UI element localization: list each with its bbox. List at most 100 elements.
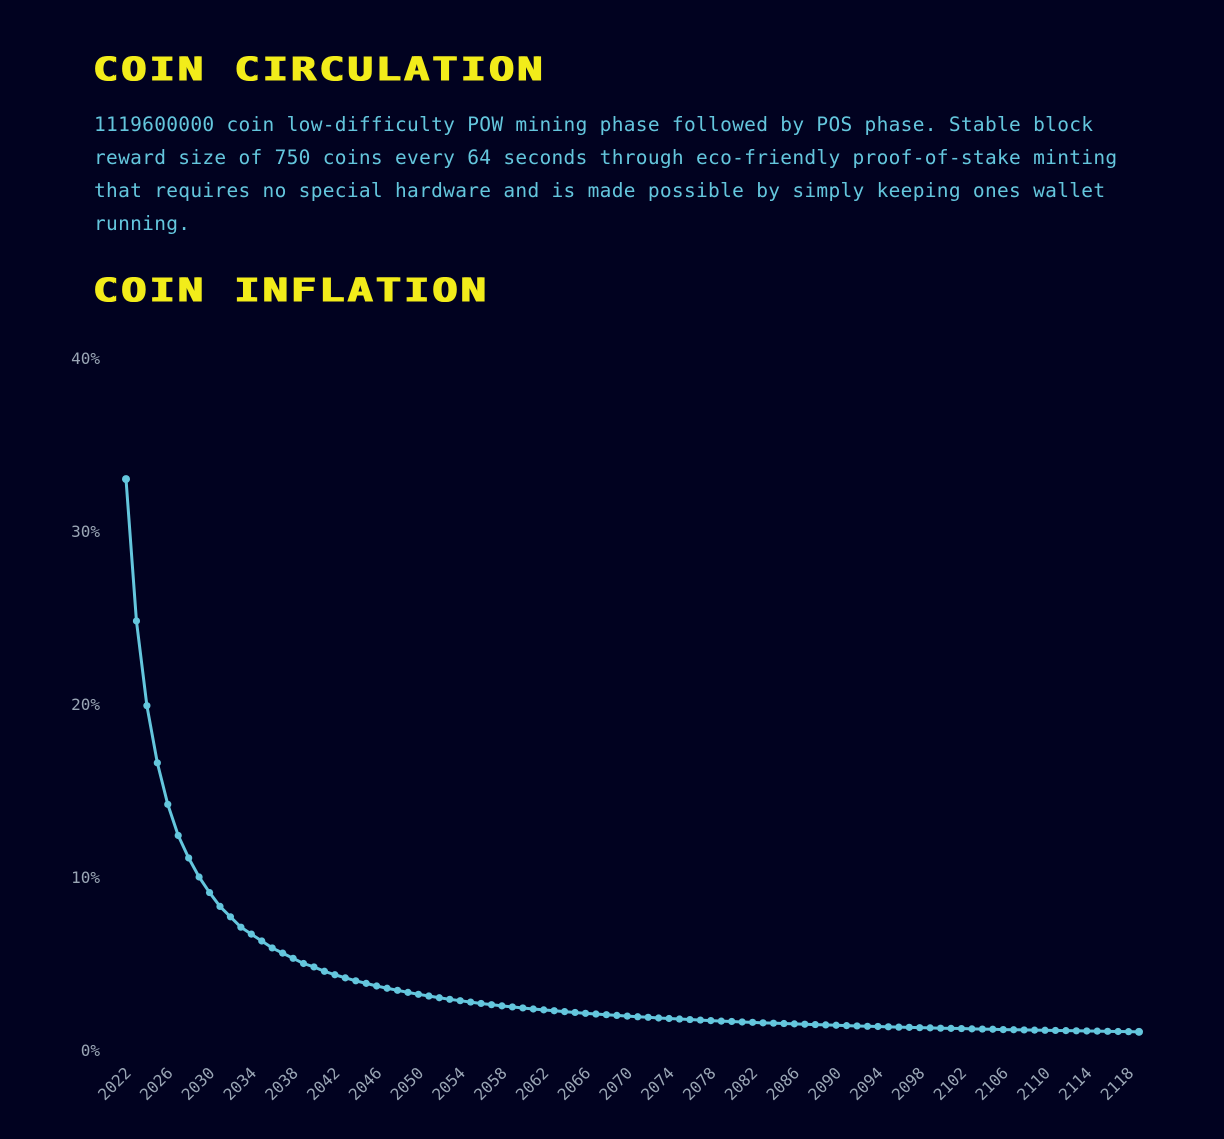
y-axis: 0% 10% 20% 30% 40% [71, 349, 100, 1060]
data-point [1062, 1027, 1070, 1035]
data-point [1072, 1027, 1080, 1035]
coin-circulation-title: Coin Circulation [92, 49, 545, 89]
data-point [759, 1019, 767, 1027]
data-point [540, 1006, 548, 1014]
x-axis: 2022 2026 2030 2034 2038 2042 2046 2050 2054 2058… [94, 1063, 1137, 1104]
data-point [1104, 1027, 1112, 1035]
x-tick-label: 2038 [261, 1063, 302, 1104]
x-tick-label: 2054 [428, 1063, 469, 1104]
data-point [393, 986, 402, 994]
data-point [143, 702, 151, 710]
data-point [978, 1025, 986, 1033]
data-point [989, 1025, 997, 1033]
x-tick-label: 2062 [512, 1063, 553, 1104]
data-point [289, 954, 297, 962]
data-point [613, 1011, 621, 1020]
data-point [414, 990, 423, 998]
data-point [1030, 1026, 1039, 1034]
data-point [310, 963, 318, 971]
data-point [352, 977, 360, 985]
x-tick-label: 2070 [595, 1063, 636, 1104]
data-point [1083, 1027, 1091, 1035]
data-point [362, 979, 370, 987]
data-point [592, 1010, 600, 1018]
data-point [696, 1016, 704, 1024]
data-point [1010, 1026, 1018, 1034]
data-point [1041, 1026, 1049, 1034]
data-point [529, 1005, 537, 1013]
data-point [456, 997, 464, 1005]
data-point [623, 1012, 631, 1020]
data-point [644, 1013, 652, 1021]
data-point [383, 984, 391, 992]
data-point [947, 1024, 955, 1032]
x-tick-label: 2050 [387, 1063, 428, 1104]
data-point [446, 995, 454, 1003]
x-tick-label: 2098 [888, 1063, 929, 1104]
x-tick-label: 2114 [1055, 1063, 1096, 1104]
data-point [341, 974, 349, 982]
data-point [665, 1014, 673, 1023]
data-point [1020, 1026, 1028, 1034]
data-point [195, 873, 203, 881]
data-point [185, 854, 193, 862]
data-point [247, 930, 255, 938]
data-point [581, 1009, 590, 1017]
data-point [738, 1018, 746, 1026]
series-line [124, 478, 1140, 1034]
x-tick-label: 2058 [470, 1063, 511, 1104]
y-tick-label: 30% [71, 522, 100, 541]
x-tick-label: 2090 [804, 1063, 845, 1104]
data-point [655, 1014, 663, 1022]
x-tick-label: 2094 [846, 1063, 887, 1104]
data-point [780, 1019, 788, 1028]
data-point [373, 982, 381, 990]
data-point [769, 1019, 778, 1027]
x-tick-label: 2022 [94, 1063, 135, 1104]
data-point [1124, 1028, 1133, 1036]
data-point [686, 1015, 694, 1024]
data-point [728, 1017, 736, 1026]
data-point [258, 937, 266, 945]
data-point [707, 1016, 715, 1025]
data-point [957, 1024, 966, 1033]
data-point [853, 1022, 861, 1030]
data-point [404, 988, 412, 996]
x-tick-label: 2082 [721, 1063, 762, 1104]
data-point [1093, 1027, 1101, 1035]
data-point [132, 617, 141, 625]
x-tick-label: 2074 [637, 1063, 678, 1104]
x-tick-label: 2046 [345, 1063, 386, 1104]
data-point [811, 1020, 819, 1029]
data-point [477, 999, 485, 1008]
data-point [561, 1007, 569, 1016]
data-point [801, 1020, 809, 1028]
data-point [153, 759, 161, 767]
data-point [174, 831, 182, 840]
data-point [916, 1024, 924, 1032]
data-point [968, 1025, 976, 1033]
data-point [842, 1022, 851, 1030]
y-tick-label: 10% [71, 868, 100, 887]
data-point [675, 1015, 684, 1023]
data-point [268, 944, 276, 952]
data-point [822, 1021, 830, 1029]
data-point [634, 1013, 642, 1021]
coin-circulation-description: 1119600000 coin low-difficulty POW minin… [94, 113, 1118, 235]
data-point [320, 967, 329, 975]
inflation-chart: 0%10%20%30%40% 2022 2026 2030 2034 2038 2042 2… [71, 349, 1143, 1104]
data-point [279, 949, 287, 957]
data-point [205, 888, 214, 897]
data-point [999, 1025, 1007, 1034]
data-point [519, 1004, 527, 1012]
data-point [425, 992, 433, 1000]
data-point [832, 1021, 840, 1029]
y-tick-label: 20% [71, 695, 100, 714]
data-point [1051, 1026, 1060, 1035]
data-point [237, 923, 245, 931]
data-point [435, 994, 443, 1002]
x-tick-label: 2086 [763, 1063, 804, 1104]
data-point [122, 475, 130, 484]
inflation-series [122, 475, 1143, 1036]
data-point [790, 1020, 798, 1028]
